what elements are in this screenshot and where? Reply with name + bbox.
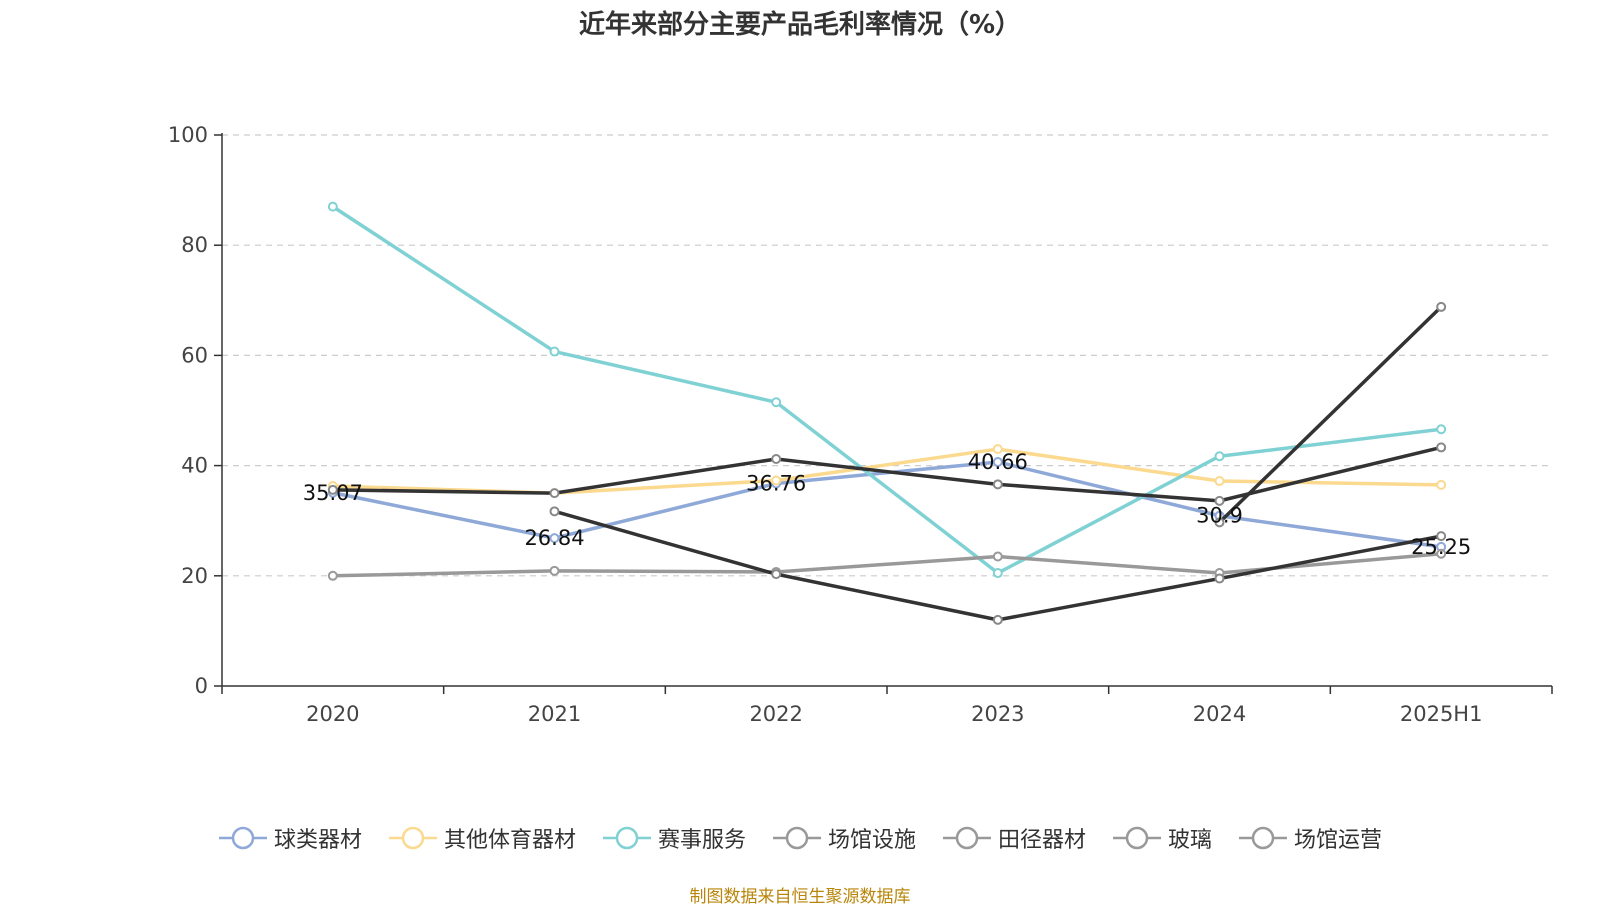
data-point[interactable] <box>549 488 560 499</box>
data-label: 25.25 <box>1411 535 1471 559</box>
legend: 球类器材 其他体育器材 赛事服务 场馆设施 田径器材 玻璃 场馆运营 <box>0 822 1600 854</box>
label-layer: 35.07 26.84 36.76 40.66 30.9 25.25 <box>303 450 1471 559</box>
data-label: 40.66 <box>968 450 1028 474</box>
data-point[interactable] <box>992 551 1003 562</box>
legend-item[interactable]: 其他体育器材 <box>388 822 576 854</box>
data-point[interactable] <box>771 397 782 408</box>
legend-marker-icon <box>388 826 437 850</box>
series-7 <box>1214 301 1447 528</box>
legend-label: 场馆设施 <box>827 828 916 853</box>
x-tick-label: 2025H1 <box>1400 702 1483 726</box>
x-tick-label: 2024 <box>1193 702 1246 726</box>
legend-item[interactable]: 场馆运营 <box>1238 822 1382 854</box>
axis-layer: 0 20 40 60 80 100 2020 2021 2022 2023 2024 2025H1 <box>168 123 1553 726</box>
legend-item[interactable]: 玻璃 <box>1112 822 1212 854</box>
data-point[interactable] <box>1436 424 1447 435</box>
series-line <box>331 205 1442 575</box>
y-tick-label: 80 <box>181 233 208 257</box>
legend-item[interactable]: 赛事服务 <box>602 822 746 854</box>
legend-marker-icon <box>602 826 651 850</box>
data-point[interactable] <box>327 570 338 581</box>
data-label: 30.9 <box>1196 504 1243 528</box>
y-tick-label: 100 <box>168 123 208 147</box>
y-tick-label: 20 <box>181 564 208 588</box>
data-point[interactable] <box>992 456 1003 467</box>
data-point[interactable] <box>549 533 560 544</box>
data-label: 26.84 <box>524 526 584 550</box>
data-point[interactable] <box>1214 495 1225 506</box>
legend-label: 玻璃 <box>1168 828 1213 853</box>
data-point[interactable] <box>549 506 560 517</box>
x-tick-label: 2023 <box>971 702 1024 726</box>
series-line <box>1218 305 1443 524</box>
data-point[interactable] <box>1214 451 1225 462</box>
data-point[interactable] <box>771 453 782 464</box>
series-4 <box>327 442 1447 506</box>
data-point[interactable] <box>992 568 1003 579</box>
legend-label: 球类器材 <box>273 828 362 853</box>
data-point[interactable] <box>1436 301 1447 312</box>
data-point[interactable] <box>1214 476 1225 487</box>
x-tick-label: 2020 <box>306 702 359 726</box>
series-6 <box>549 506 1447 625</box>
data-point[interactable] <box>327 201 338 212</box>
data-point[interactable] <box>549 346 560 357</box>
legend-marker-icon <box>1239 826 1288 850</box>
legend-marker-icon <box>943 826 991 850</box>
y-tick-label: 40 <box>181 454 208 478</box>
data-point[interactable] <box>1436 531 1447 542</box>
y-tick-label: 0 <box>195 674 208 698</box>
series-line <box>332 445 1442 503</box>
data-point[interactable] <box>1214 517 1225 528</box>
series-3 <box>327 201 1447 579</box>
legend-label: 场馆运营 <box>1294 828 1383 853</box>
data-point[interactable] <box>1436 548 1447 559</box>
data-point[interactable] <box>771 475 782 486</box>
data-point[interactable] <box>992 444 1003 455</box>
data-point[interactable] <box>1436 479 1447 490</box>
series-line <box>332 460 1442 549</box>
data-point[interactable] <box>771 569 782 580</box>
data-point[interactable] <box>1436 442 1447 453</box>
legend-marker-icon <box>1113 826 1162 850</box>
legend-label: 赛事服务 <box>657 828 746 853</box>
chart-title: 近年来部分主要产品毛利率情况（%） <box>578 10 1022 40</box>
legend-item[interactable]: 田径器材 <box>942 822 1086 854</box>
data-point[interactable] <box>549 565 560 576</box>
legend-label: 田径器材 <box>998 828 1087 853</box>
source-note: 制图数据来自恒生聚源数据库 <box>689 887 911 907</box>
line-chart: 0 20 40 60 80 100 2020 2021 2022 2023 2024 2025H1 3… <box>168 123 1553 726</box>
legend-item[interactable]: 球类器材 <box>218 822 362 854</box>
legend-item[interactable]: 场馆设施 <box>772 822 916 854</box>
data-point[interactable] <box>1214 573 1225 584</box>
data-label: 36.76 <box>746 471 806 495</box>
legend-label: 其他体育器材 <box>443 828 576 853</box>
data-point[interactable] <box>992 614 1003 625</box>
data-point[interactable] <box>327 484 338 495</box>
data-point[interactable] <box>992 479 1003 490</box>
x-tick-label: 2022 <box>749 702 802 726</box>
legend-marker-icon <box>772 826 821 850</box>
y-tick-label: 60 <box>181 343 208 367</box>
series-layer <box>327 201 1447 625</box>
legend-marker-icon <box>218 826 267 850</box>
data-label: 35.07 <box>303 481 363 505</box>
series-line <box>332 552 1442 578</box>
x-tick-label: 2021 <box>528 702 581 726</box>
